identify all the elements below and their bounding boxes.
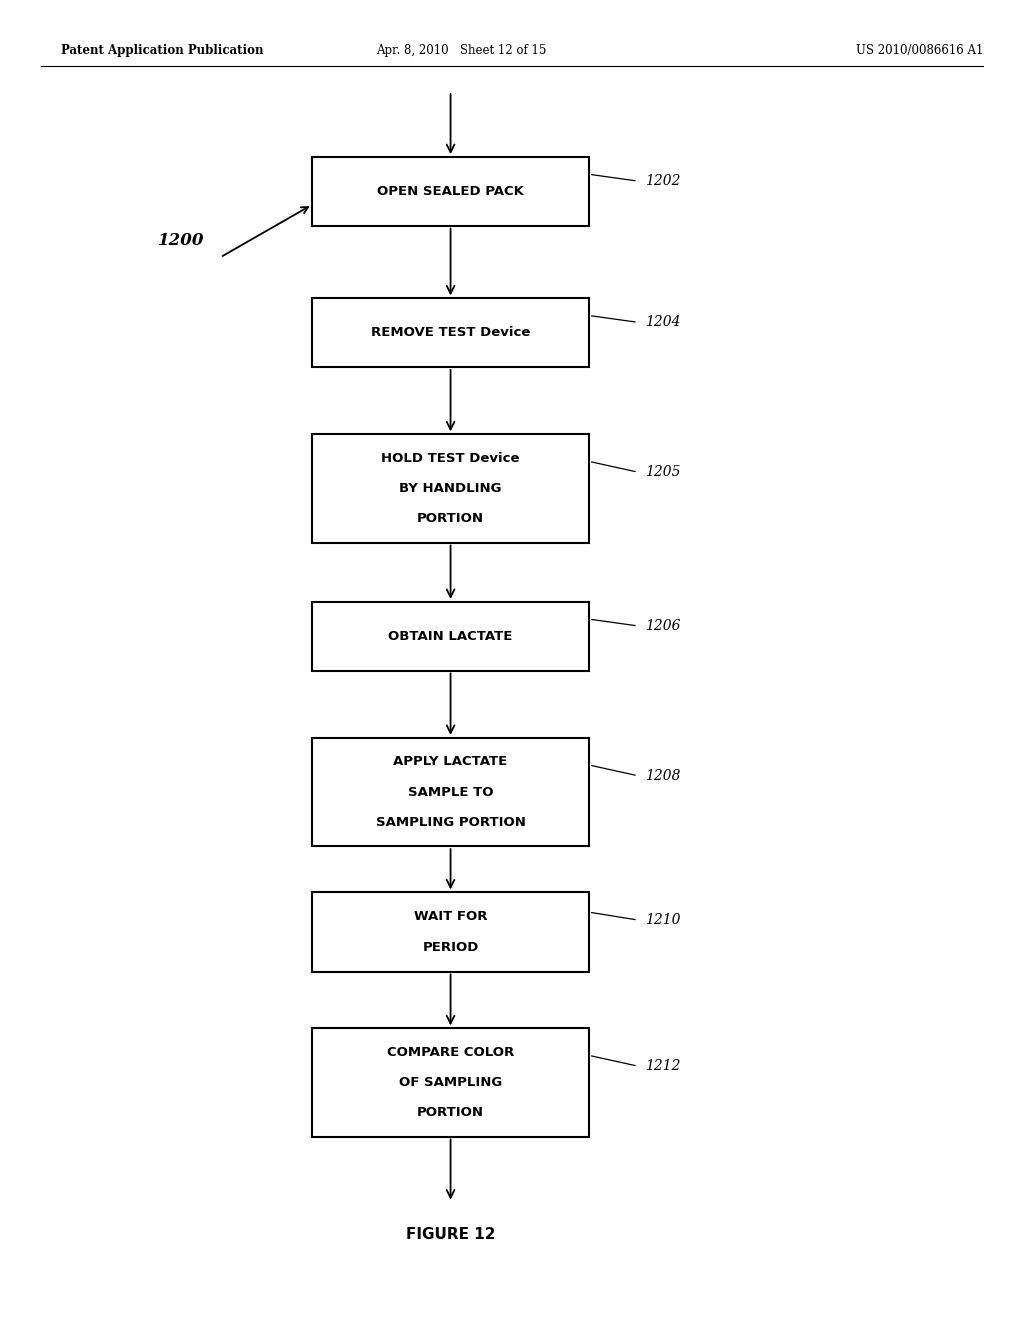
Text: WAIT FOR: WAIT FOR [414,911,487,923]
Text: 1202: 1202 [645,174,681,189]
Text: 1210: 1210 [645,913,681,927]
Text: FIGURE 12: FIGURE 12 [406,1226,496,1242]
Bar [312,434,589,543]
Bar [312,1028,589,1137]
Text: 1208: 1208 [645,768,681,783]
Text: Patent Application Publication: Patent Application Publication [61,44,264,57]
Text: OF SAMPLING: OF SAMPLING [399,1076,502,1089]
Text: US 2010/0086616 A1: US 2010/0086616 A1 [856,44,983,57]
Text: SAMPLING PORTION: SAMPLING PORTION [376,816,525,829]
Text: COMPARE COLOR: COMPARE COLOR [387,1045,514,1059]
Text: PERIOD: PERIOD [422,941,479,953]
Text: SAMPLE TO: SAMPLE TO [408,785,494,799]
Text: Apr. 8, 2010   Sheet 12 of 15: Apr. 8, 2010 Sheet 12 of 15 [376,44,546,57]
Bar [312,892,589,972]
Bar [312,298,589,367]
Text: PORTION: PORTION [417,512,484,525]
Text: OPEN SEALED PACK: OPEN SEALED PACK [377,185,524,198]
Text: PORTION: PORTION [417,1106,484,1119]
Text: BY HANDLING: BY HANDLING [399,482,502,495]
Text: APPLY LACTATE: APPLY LACTATE [393,755,508,768]
Text: REMOVE TEST Device: REMOVE TEST Device [371,326,530,339]
Text: 1200: 1200 [159,232,205,248]
Text: 1206: 1206 [645,619,681,634]
Bar [312,738,589,846]
Text: 1205: 1205 [645,465,681,479]
Bar [312,602,589,671]
Text: 1204: 1204 [645,315,681,330]
Text: HOLD TEST Device: HOLD TEST Device [381,451,520,465]
Text: OBTAIN LACTATE: OBTAIN LACTATE [388,630,513,643]
Bar [312,157,589,226]
Text: 1212: 1212 [645,1059,681,1073]
